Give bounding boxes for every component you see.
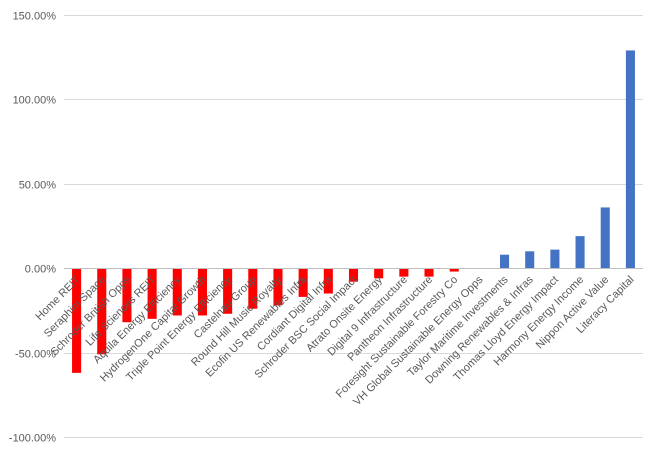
bar [323,268,333,294]
bar [147,268,157,319]
bar [399,268,409,277]
bar [550,249,560,269]
bar [525,251,535,269]
bars [72,50,635,373]
bar [223,268,233,314]
bar [500,254,510,269]
bar [248,268,258,309]
y-tick-label: 50.00% [19,180,57,192]
bar [122,268,132,323]
y-tick-label: 0.00% [25,264,56,276]
bar [72,268,82,373]
bar [374,268,384,279]
y-tick-label: -50.00% [15,349,56,361]
y-tick-label: 100.00% [13,95,57,107]
bar [172,268,182,316]
bar [600,207,610,269]
bar [273,268,283,306]
bar [298,268,308,297]
y-axis-tick-labels: -100.00% -50.00% 0.00% 50.00% 100.00% 150.00% [9,11,56,445]
bar [625,50,635,269]
bar [197,268,207,316]
gridlines [64,15,643,438]
bar [424,268,434,277]
bar [348,268,359,282]
y-tick-label: 150.00% [13,11,57,23]
bar [449,268,459,272]
bar [97,268,107,355]
y-tick-label: -100.00% [9,433,56,445]
bar [575,236,585,269]
